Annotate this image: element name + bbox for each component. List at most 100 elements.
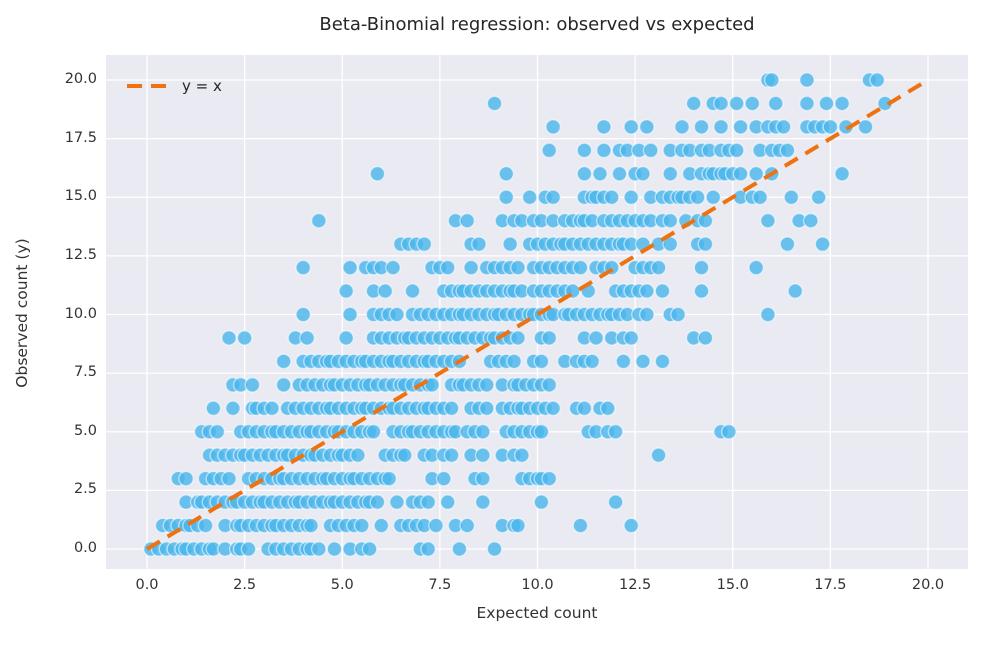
scatter-point: [533, 353, 550, 370]
scatter-point: [396, 447, 413, 464]
scatter-point: [689, 189, 706, 206]
scatter-point: [857, 119, 874, 135]
scatter-point: [732, 119, 749, 135]
scatter-point: [822, 119, 839, 135]
scatter-point: [221, 470, 237, 487]
identity-line: [145, 78, 930, 551]
scatter-point: [693, 119, 710, 135]
scatter-point: [693, 259, 710, 276]
scatter-point: [443, 400, 460, 417]
scatter-point: [510, 259, 526, 276]
scatter-point: [178, 470, 194, 487]
x-tick-label: 12.5: [618, 577, 652, 593]
scatter-point: [428, 517, 444, 534]
scatter-point: [275, 376, 292, 393]
scatter-point: [732, 165, 749, 182]
scatter-point: [599, 400, 616, 417]
scatter-point: [385, 259, 401, 276]
scatter-point: [638, 306, 655, 323]
scatter-point: [478, 376, 495, 393]
scatter-point: [783, 189, 800, 206]
scatter-point: [767, 95, 784, 112]
scatter-point: [775, 119, 792, 135]
scatter-point: [521, 189, 538, 206]
plot-area: y = x: [106, 55, 968, 569]
y-tick-label: 5.0: [73, 422, 97, 439]
scatter-point: [799, 95, 815, 112]
scatter-point: [459, 517, 476, 534]
x-tick-label: 7.5: [428, 577, 452, 593]
scatter-point: [576, 142, 593, 159]
scatter-point: [654, 353, 671, 370]
x-axis-label: Expected count: [476, 604, 598, 622]
y-tick-label: 20.0: [64, 71, 97, 87]
legend-dashed-line-sample: [127, 84, 167, 88]
scatter-point: [264, 400, 280, 417]
scatter-point: [435, 470, 452, 487]
scatter-point: [670, 306, 686, 323]
legend: y = x: [126, 77, 222, 95]
scatter-point: [635, 353, 651, 370]
scatter-point: [576, 400, 593, 417]
scatter-point: [474, 423, 491, 440]
scatter-point: [693, 283, 710, 299]
scatter-point: [502, 236, 519, 253]
scatter-point: [607, 494, 624, 510]
scatter-point: [818, 95, 835, 112]
y-axis-label: Observed count (y): [13, 238, 31, 388]
scatter-point: [611, 165, 628, 182]
scatter-point: [654, 283, 671, 299]
scatter-point: [463, 259, 480, 276]
scatter-point: [389, 306, 405, 323]
y-tick-label: 0.0: [73, 540, 97, 556]
y-tick-label: 2.5: [73, 481, 97, 498]
x-tick-label: 17.5: [814, 577, 847, 593]
scatter-point: [471, 236, 487, 253]
scatter-point: [369, 494, 386, 510]
scatter-point: [209, 423, 226, 440]
scatter-point: [615, 353, 632, 370]
scatter-point: [779, 142, 796, 159]
scatter-point: [623, 119, 640, 135]
scatter-point: [592, 165, 608, 182]
scatter-point: [638, 119, 655, 135]
scatter-point: [299, 330, 316, 346]
scatter-point: [713, 119, 729, 135]
scatter-point: [533, 494, 550, 510]
x-tick-label: 20.0: [911, 577, 945, 593]
y-tick-label: 17.5: [64, 129, 97, 146]
scatter-point: [638, 283, 655, 299]
scatter-point: [486, 541, 503, 557]
scatter-point: [338, 283, 355, 299]
scatter-point: [662, 165, 679, 182]
scatter-point: [834, 165, 850, 182]
y-tick-label: 15.0: [64, 188, 97, 205]
x-tick-label: 10.0: [521, 577, 554, 593]
scatter-point: [697, 330, 714, 346]
scatter-point: [342, 306, 358, 323]
scatter-point: [752, 189, 768, 206]
scatter-point: [439, 259, 456, 276]
scatter-point: [685, 95, 702, 112]
scatter-point: [603, 189, 620, 206]
scatter-point: [295, 259, 312, 276]
scatter-point: [541, 470, 558, 487]
scatter-point: [650, 447, 667, 464]
scatter-point: [310, 212, 327, 229]
scatter-point: [474, 447, 491, 464]
x-tick-label: 0.0: [135, 577, 159, 593]
scatter-point: [478, 400, 495, 417]
scatter-point: [361, 541, 378, 557]
y-tick-label: 10.0: [64, 305, 97, 322]
scatter-point: [607, 423, 624, 440]
scatter-point: [295, 306, 312, 323]
scatter-point: [459, 212, 476, 229]
scatter-point: [474, 494, 491, 510]
scatter-plot-canvas: [106, 55, 968, 569]
scatter-point: [814, 236, 831, 253]
scatter-point: [498, 189, 515, 206]
scatter-point: [373, 517, 390, 534]
scatter-point: [588, 330, 604, 346]
scatter-point: [763, 72, 780, 88]
